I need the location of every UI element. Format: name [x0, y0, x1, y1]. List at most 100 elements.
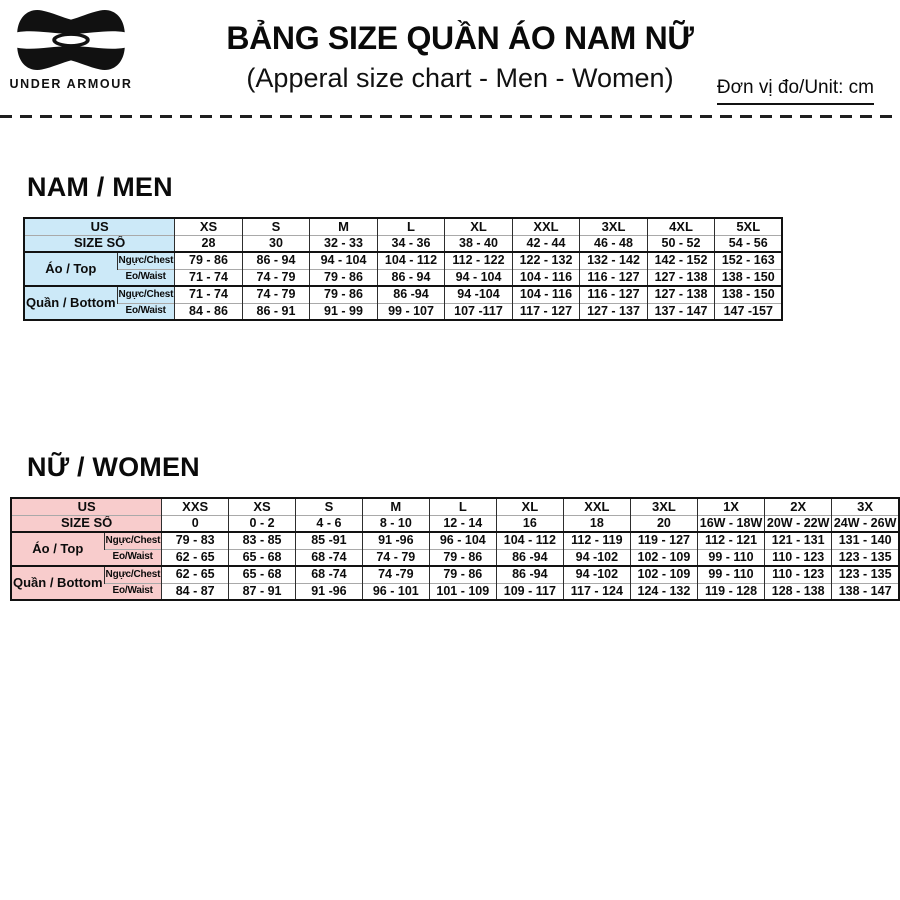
value-cell: 107 -117	[444, 302, 513, 320]
size-column-header: XL	[495, 498, 564, 515]
value-cell: 62 - 65	[161, 565, 229, 583]
value-cell: 116 - 127	[579, 268, 648, 286]
value-cell: 62 - 65	[161, 548, 229, 566]
value-cell: 85 -91	[295, 531, 363, 549]
value-cell: 91 - 99	[309, 302, 378, 320]
value-cell: 104 - 112	[495, 531, 564, 549]
men-size-table: US XS S M L XL XXL 3XL 4XL 5XL SIZE SỐ 28 30 32 - 33 3…	[23, 217, 784, 321]
unit-label: Đơn vị đo/Unit: cm	[716, 77, 874, 105]
page-title: BẢNG SIZE QUẦN ÁO NAM NỮ	[226, 20, 694, 56]
value-cell: 79 - 86	[428, 565, 497, 583]
size-number-cell: 38 - 40	[444, 234, 513, 252]
size-number-cell: 16W - 18W	[696, 514, 765, 532]
value-cell: 119 - 128	[696, 582, 765, 600]
value-cell: 91 -96	[295, 582, 363, 600]
value-cell: 101 - 109	[428, 582, 497, 600]
size-number-cell: 4 - 6	[295, 514, 363, 532]
size-number-cell: 0	[161, 514, 229, 532]
value-cell: 94 - 104	[309, 251, 378, 269]
size-column-header: 1X	[696, 498, 765, 515]
value-cell: 86 - 94	[376, 268, 445, 286]
value-cell: 137 - 147	[646, 302, 715, 320]
value-cell: 138 - 150	[714, 268, 783, 286]
value-cell: 86 -94	[376, 285, 445, 303]
value-cell: 68 -74	[295, 565, 363, 583]
size-column-header: M	[309, 218, 378, 235]
size-number-cell: 24W - 26W	[831, 514, 899, 532]
size-column-header: XS	[174, 218, 243, 235]
size-number-cell: 8 - 10	[361, 514, 430, 532]
title-block: BẢNG SIZE QUẦN ÁO NAM NỮ (Apperal size c…	[150, 20, 770, 94]
size-number-cell: 20	[629, 514, 698, 532]
us-header-cell: US	[24, 218, 175, 235]
value-cell: 79 - 83	[161, 531, 229, 549]
group-label-cell: Quần / Bottom	[24, 285, 118, 320]
size-column-header: S	[295, 498, 363, 515]
value-cell: 132 - 142	[579, 251, 648, 269]
size-number-cell: 0 - 2	[228, 514, 296, 532]
value-cell: 84 - 86	[174, 302, 243, 320]
value-cell: 112 - 119	[562, 531, 631, 549]
value-cell: 112 - 121	[696, 531, 765, 549]
measure-label-cell: Eo/Waist	[104, 582, 162, 600]
measure-label-cell: Ngực/Chest	[103, 565, 162, 583]
group-label-cell: Áo / Top	[24, 251, 118, 286]
measure-label-cell: Ngực/Chest	[103, 531, 162, 549]
value-cell: 68 -74	[295, 548, 363, 566]
value-cell: 74 - 79	[361, 548, 430, 566]
value-cell: 79 - 86	[309, 268, 378, 286]
value-cell: 142 - 152	[646, 251, 715, 269]
value-cell: 71 - 74	[174, 268, 243, 286]
value-cell: 86 - 94	[241, 251, 310, 269]
value-cell: 79 - 86	[174, 251, 243, 269]
under-armour-icon	[17, 10, 125, 70]
size-column-header: 3X	[831, 498, 899, 515]
size-column-header: 2X	[764, 498, 832, 515]
value-cell: 152 - 163	[714, 251, 783, 269]
value-cell: 112 - 122	[444, 251, 513, 269]
size-column-header: 4XL	[646, 218, 715, 235]
value-cell: 86 -94	[495, 548, 564, 566]
size-so-header-cell: SIZE SỐ	[11, 514, 162, 532]
size-number-cell: 42 - 44	[511, 234, 580, 252]
size-column-header: 5XL	[714, 218, 783, 235]
value-cell: 131 - 140	[831, 531, 899, 549]
size-number-cell: 46 - 48	[579, 234, 648, 252]
measure-label-cell: Ngực/Chest	[116, 251, 175, 269]
value-cell: 86 - 91	[241, 302, 310, 320]
value-cell: 128 - 138	[764, 582, 832, 600]
group-label-cell: Áo / Top	[11, 531, 105, 566]
value-cell: 110 - 123	[764, 565, 832, 583]
value-cell: 102 - 109	[629, 548, 698, 566]
value-cell: 94 - 104	[444, 268, 513, 286]
value-cell: 94 -104	[444, 285, 513, 303]
value-cell: 65 - 68	[228, 565, 296, 583]
brand-logo: UNDER ARMOUR	[8, 6, 134, 91]
brand-name: UNDER ARMOUR	[9, 77, 133, 91]
value-cell: 104 - 116	[511, 285, 580, 303]
value-cell: 84 - 87	[161, 582, 229, 600]
value-cell: 138 - 150	[714, 285, 783, 303]
size-number-cell: 12 - 14	[428, 514, 497, 532]
size-number-cell: 50 - 52	[646, 234, 715, 252]
value-cell: 104 - 112	[376, 251, 445, 269]
value-cell: 79 - 86	[428, 548, 497, 566]
value-cell: 83 - 85	[228, 531, 296, 549]
size-column-header: XL	[444, 218, 513, 235]
size-column-header: XXL	[511, 218, 580, 235]
page-subtitle: (Apperal size chart - Men - Women)	[246, 63, 674, 93]
section-title-men: NAM / MEN	[27, 172, 173, 202]
value-cell: 124 - 132	[629, 582, 698, 600]
value-cell: 94 -102	[562, 548, 631, 566]
size-number-cell: 54 - 56	[714, 234, 783, 252]
size-number-cell: 32 - 33	[309, 234, 378, 252]
value-cell: 79 - 86	[309, 285, 378, 303]
value-cell: 99 - 110	[696, 548, 765, 566]
size-column-header: 3XL	[579, 218, 648, 235]
size-number-cell: 34 - 36	[376, 234, 445, 252]
value-cell: 71 - 74	[174, 285, 243, 303]
value-cell: 99 - 107	[376, 302, 445, 320]
value-cell: 91 -96	[361, 531, 430, 549]
